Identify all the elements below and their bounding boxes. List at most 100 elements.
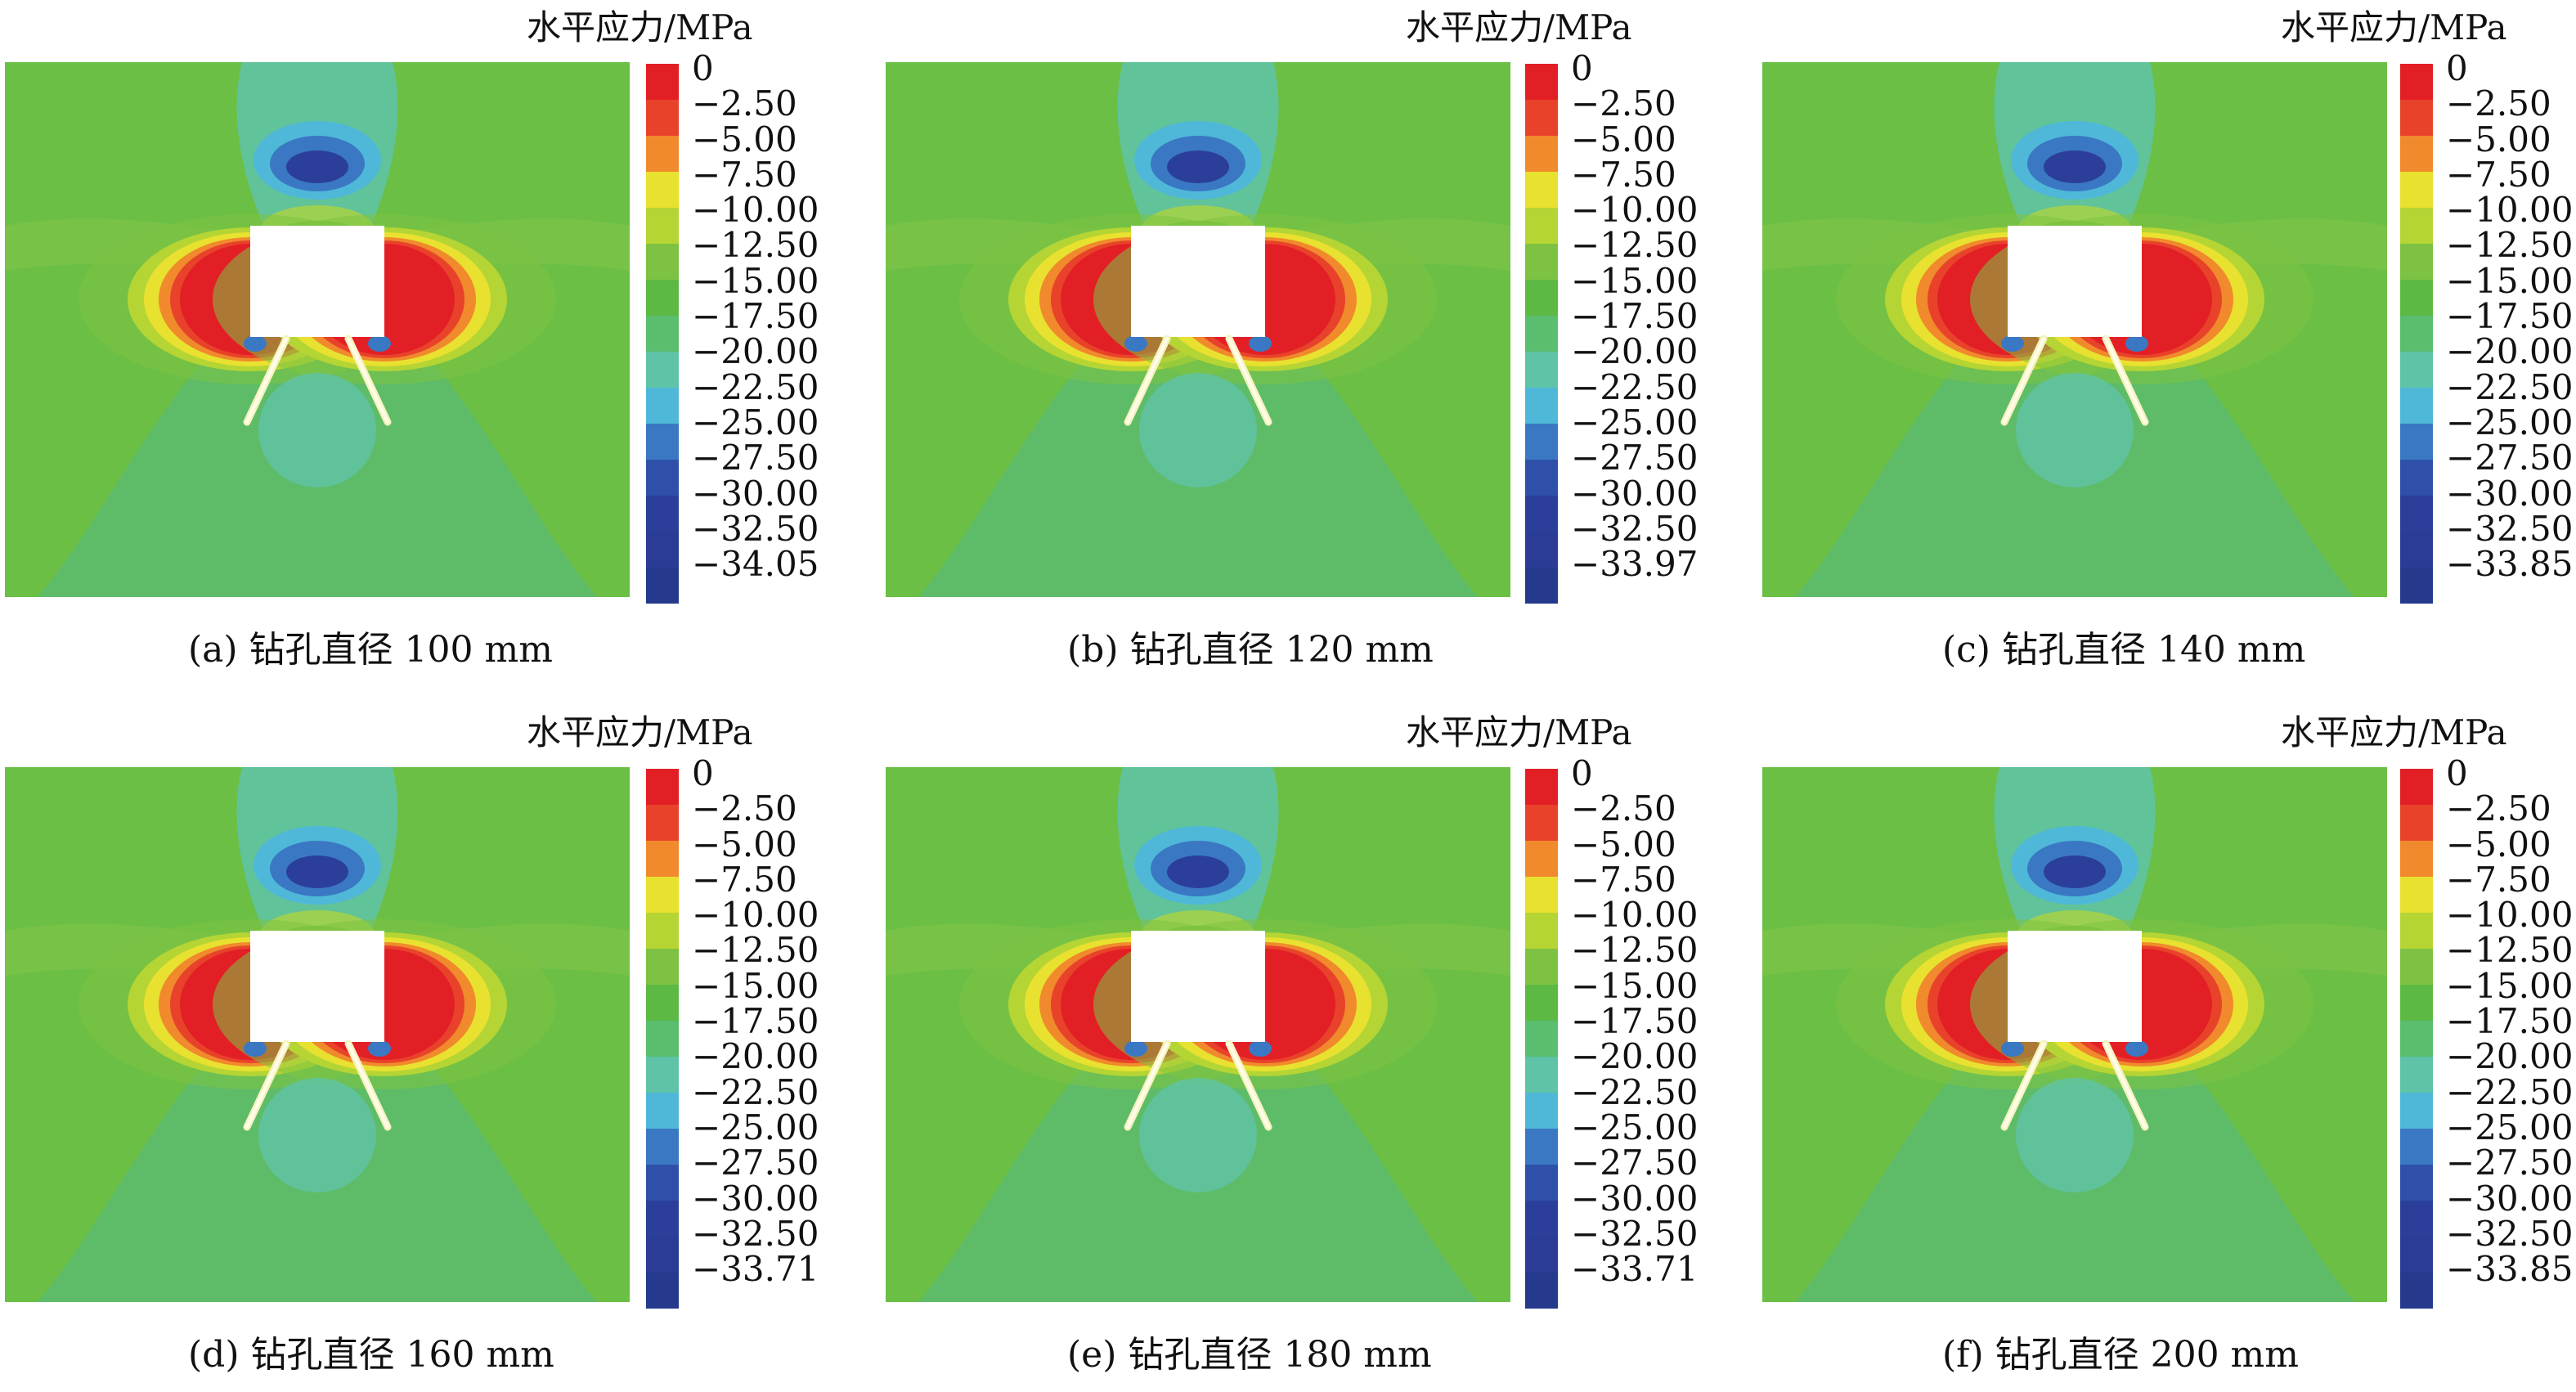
color-scale-tick-label: −5.00: [692, 119, 797, 159]
color-scale-tick-label: −25.00: [692, 1107, 819, 1147]
legend-unit-label: 水平应力/MPa: [2281, 712, 2507, 752]
color-scale-segment: [1525, 352, 1558, 388]
color-scale-segment: [646, 1273, 679, 1309]
color-scale-bar: [2400, 64, 2433, 604]
color-scale-tick-label: 0: [692, 753, 714, 793]
color-scale-segment: [2400, 985, 2433, 1021]
color-scale-tick-label: −10.00: [692, 190, 819, 231]
color-scale-tick-label: −27.50: [1571, 1143, 1699, 1183]
color-scale-segment: [646, 208, 679, 244]
color-scale-segment: [2400, 388, 2433, 424]
color-scale-segment: [646, 460, 679, 496]
color-scale-segment: [1525, 769, 1558, 805]
color-scale-segment: [1525, 1201, 1558, 1237]
color-scale-tick-label: −7.50: [1571, 154, 1676, 195]
color-scale-segment: [2400, 1273, 2433, 1309]
color-scale-tick-label: −25.00: [692, 402, 819, 442]
color-scale-tick-label: −30.00: [1571, 473, 1699, 514]
color-scale-tick-label: −17.50: [692, 296, 819, 337]
color-scale-tick-label: −30.00: [2446, 473, 2574, 514]
color-scale-segment: [646, 1129, 679, 1165]
color-scale-tick-label: −15.00: [1571, 260, 1699, 301]
color-scale-segment: [1525, 1237, 1558, 1273]
color-scale-segment: [646, 913, 679, 949]
color-scale-segment: [646, 352, 679, 388]
color-scale-tick-label: −22.50: [692, 1071, 819, 1112]
contour-plot: [886, 62, 1510, 597]
color-scale-tick-label: −20.00: [2446, 1036, 2574, 1077]
color-scale-segment: [646, 316, 679, 352]
color-scale-segment: [646, 805, 679, 841]
color-scale-segment: [1525, 244, 1558, 280]
color-scale-segment: [646, 136, 679, 172]
color-scale-segment: [1525, 208, 1558, 244]
color-scale-segment: [646, 388, 679, 424]
color-scale-segment: [646, 424, 679, 460]
legend-unit-label: 水平应力/MPa: [1406, 7, 1632, 47]
color-scale-tick-label: −32.50: [692, 508, 819, 549]
color-scale-segment: [646, 568, 679, 604]
color-scale-segment: [2400, 532, 2433, 568]
color-scale-tick-label: −20.00: [2446, 331, 2574, 372]
color-scale-tick-label: −7.50: [2446, 154, 2551, 195]
color-scale-tick-label: −10.00: [1571, 895, 1699, 936]
color-scale-tick-label: −27.50: [2446, 438, 2574, 478]
color-scale-segment: [2400, 568, 2433, 604]
color-scale-segment: [646, 985, 679, 1021]
color-scale-segment: [1525, 424, 1558, 460]
color-scale-segment: [2400, 208, 2433, 244]
color-scale-tick-label: −33.97: [1571, 544, 1699, 585]
color-scale-tick-label: −7.50: [692, 154, 797, 195]
color-scale-tick-label: −2.50: [692, 788, 797, 829]
color-scale-segment: [2400, 424, 2433, 460]
color-scale-tick-label: −27.50: [2446, 1143, 2574, 1183]
color-scale-tick-label: −22.50: [2446, 1071, 2574, 1112]
color-scale-ticks: 0 −2.50 −5.00 −7.50 −10.00 −12.50 −15.00 −17.50…: [2446, 756, 2576, 1290]
color-scale-segment: [1525, 64, 1558, 100]
color-scale-tick-label: −20.00: [692, 331, 819, 372]
color-scale-segment: [1525, 949, 1558, 985]
color-scale-tick-label: −33.85: [2446, 1249, 2574, 1290]
color-scale-bar: [1525, 769, 1558, 1309]
color-scale-tick-label: −20.00: [1571, 1036, 1699, 1077]
color-scale-tick-label: −2.50: [2446, 788, 2551, 829]
color-scale-tick-label: −10.00: [2446, 190, 2574, 231]
color-scale-segment: [2400, 841, 2433, 877]
color-scale-tick-label: −5.00: [692, 824, 797, 864]
color-scale-segment: [2400, 949, 2433, 985]
color-scale-segment: [1525, 496, 1558, 532]
color-scale-tick-label: −25.00: [2446, 1107, 2574, 1147]
color-scale-segment: [646, 172, 679, 208]
color-scale-tick-label: −17.50: [1571, 296, 1699, 337]
color-scale-tick-label: −2.50: [2446, 83, 2551, 124]
color-scale-segment: [2400, 913, 2433, 949]
color-scale-tick-label: −15.00: [692, 965, 819, 1006]
color-scale-segment: [1525, 985, 1558, 1021]
color-scale-tick-label: −27.50: [1571, 438, 1699, 478]
color-scale-segment: [1525, 1057, 1558, 1093]
color-scale-segment: [1525, 172, 1558, 208]
color-scale-segment: [2400, 769, 2433, 805]
color-scale-segment: [2400, 172, 2433, 208]
color-scale-segment: [1525, 568, 1558, 604]
color-scale-tick-label: −2.50: [1571, 788, 1676, 829]
color-scale-segment: [1525, 136, 1558, 172]
color-scale-segment: [2400, 805, 2433, 841]
panel-caption: (e) 钻孔直径 180 mm: [1067, 1334, 1432, 1376]
color-scale-segment: [1525, 877, 1558, 913]
color-scale-tick-label: −34.05: [692, 544, 819, 585]
color-scale-bar: [646, 64, 679, 604]
color-scale-segment: [2400, 136, 2433, 172]
color-scale-segment: [646, 1093, 679, 1129]
color-scale-tick-label: −7.50: [2446, 859, 2551, 900]
color-scale-segment: [2400, 244, 2433, 280]
color-scale-tick-label: −32.50: [2446, 1213, 2574, 1254]
color-scale-tick-label: −17.50: [692, 1001, 819, 1042]
color-scale-tick-label: −5.00: [1571, 119, 1676, 159]
color-scale-segment: [646, 877, 679, 913]
color-scale-tick-label: −22.50: [692, 366, 819, 407]
color-scale-tick-label: −12.50: [2446, 225, 2574, 266]
color-scale-tick-label: −22.50: [2446, 366, 2574, 407]
color-scale-tick-label: −15.00: [692, 260, 819, 301]
color-scale-segment: [1525, 913, 1558, 949]
